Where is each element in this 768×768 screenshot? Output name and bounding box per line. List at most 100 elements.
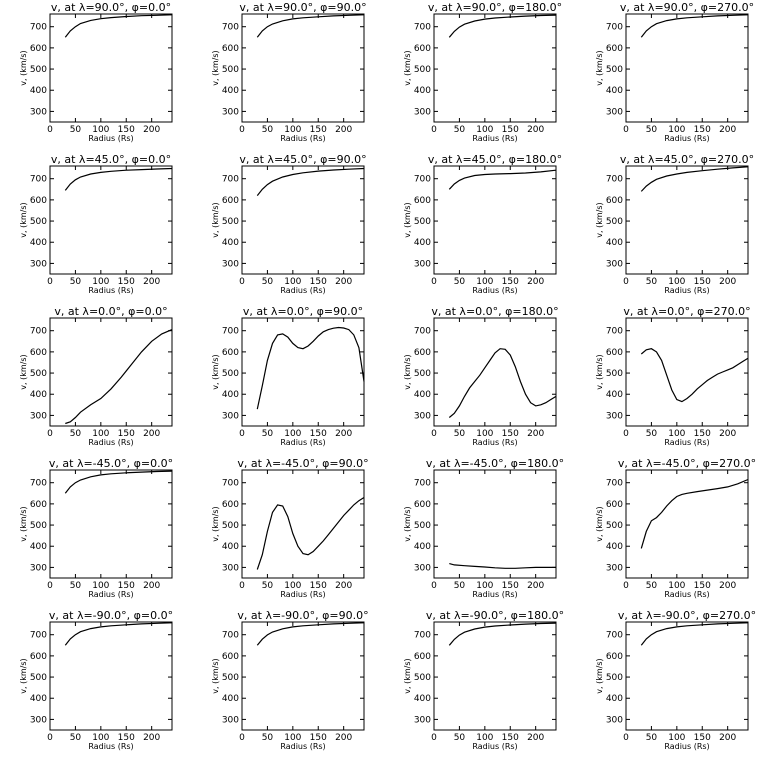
y-tick-label: 700 — [30, 175, 47, 185]
x-tick-label: 200 — [335, 125, 352, 135]
x-tick-label: 150 — [502, 125, 519, 135]
y-tick-label: 300 — [606, 563, 623, 573]
plot-frame — [433, 13, 557, 123]
x-tick-label: 0 — [239, 733, 245, 743]
x-tick-label: 50 — [262, 581, 274, 591]
y-tick-label: 500 — [414, 217, 431, 227]
series-line — [640, 14, 749, 38]
subplot-title: v, at λ=45.0°, φ=180.0° — [428, 153, 562, 166]
x-axis-label: Radius (Rs) — [472, 134, 517, 143]
plot-frame — [433, 165, 557, 275]
x-tick-label: 200 — [335, 429, 352, 439]
y-tick-label: 700 — [30, 327, 47, 337]
y-tick-label: 700 — [222, 175, 239, 185]
y-tick-label: 600 — [222, 500, 239, 510]
y-tick-label: 700 — [606, 175, 623, 185]
y-tick-label: 500 — [30, 65, 47, 75]
series-line — [256, 167, 365, 196]
x-tick-label: 150 — [118, 429, 135, 439]
y-axis-label: v, (km/s) — [19, 506, 28, 541]
y-tick-label: 300 — [414, 259, 431, 269]
y-axis-label: v, (km/s) — [595, 506, 604, 541]
y-axis-label: v, (km/s) — [403, 50, 412, 85]
x-tick-label: 0 — [47, 429, 53, 439]
y-tick-label: 700 — [222, 479, 239, 489]
x-tick-label: 150 — [502, 581, 519, 591]
subplot-title: v, at λ=-45.0°, φ=0.0° — [49, 457, 173, 470]
y-tick-label: 400 — [606, 238, 623, 248]
y-axis-label: v, (km/s) — [403, 506, 412, 541]
y-tick-label: 700 — [414, 175, 431, 185]
x-tick-label: 100 — [92, 429, 109, 439]
plot-frame — [241, 469, 365, 579]
y-tick-label: 500 — [606, 369, 623, 379]
subplot-title: v, at λ=-45.0°, φ=180.0° — [426, 457, 564, 470]
y-tick-label: 400 — [30, 542, 47, 552]
subplot-20: v, at λ=-90.0°, φ=270.0° 0 50 100 150 200 300 4… — [595, 609, 756, 751]
x-tick-label: 150 — [118, 733, 135, 743]
y-tick-label: 300 — [606, 715, 623, 725]
x-tick-label: 150 — [310, 429, 327, 439]
y-tick-label: 600 — [30, 652, 47, 662]
x-tick-label: 50 — [70, 733, 82, 743]
x-tick-label: 0 — [431, 277, 437, 287]
subplot-14: v, at λ=-45.0°, φ=90.0° 0 50 100 150 200 300 40… — [211, 457, 369, 599]
series-line — [64, 470, 173, 494]
subplot-17: v, at λ=-90.0°, φ=0.0° 0 50 100 150 200 300 400… — [19, 609, 173, 751]
x-tick-label: 0 — [431, 429, 437, 439]
x-tick-label: 100 — [284, 429, 301, 439]
x-tick-label: 50 — [454, 125, 466, 135]
x-tick-label: 100 — [476, 277, 493, 287]
x-axis-label: Radius (Rs) — [88, 438, 133, 447]
x-axis-label: Radius (Rs) — [472, 286, 517, 295]
y-tick-label: 600 — [222, 652, 239, 662]
y-tick-label: 700 — [222, 631, 239, 641]
y-axis-label: v, (km/s) — [19, 50, 28, 85]
y-tick-label: 700 — [222, 327, 239, 337]
y-tick-label: 500 — [606, 65, 623, 75]
subplot-2: v, at λ=90.0°, φ=90.0° 0 50 100 150 200 300 400… — [211, 1, 367, 143]
subplot-8: v, at λ=45.0°, φ=270.0° 0 50 100 150 200 300 40… — [595, 153, 754, 295]
plot-frame — [241, 13, 365, 123]
x-tick-label: 200 — [143, 581, 160, 591]
x-tick-label: 100 — [284, 125, 301, 135]
plot-frame — [49, 469, 173, 579]
x-axis-label: Radius (Rs) — [472, 438, 517, 447]
subplot-7: v, at λ=45.0°, φ=180.0° 0 50 100 150 200 300 40… — [403, 153, 562, 295]
x-axis-label: Radius (Rs) — [280, 134, 325, 143]
series-line — [448, 622, 557, 646]
x-tick-label: 50 — [454, 429, 466, 439]
x-tick-label: 200 — [527, 429, 544, 439]
x-tick-label: 50 — [262, 733, 274, 743]
y-tick-label: 600 — [606, 500, 623, 510]
x-tick-label: 150 — [118, 581, 135, 591]
plot-frame — [625, 469, 749, 579]
subplot-5: v, at λ=45.0°, φ=0.0° 0 50 100 150 200 300 400 5… — [19, 153, 173, 295]
y-tick-label: 300 — [30, 563, 47, 573]
series-line — [640, 478, 749, 549]
subplot-11: v, at λ=0.0°, φ=180.0° 0 50 100 150 200 300 400… — [403, 305, 559, 447]
subplot-title: v, at λ=-90.0°, φ=180.0° — [426, 609, 564, 622]
subplot-title: v, at λ=90.0°, φ=90.0° — [239, 1, 366, 14]
y-tick-label: 500 — [222, 673, 239, 683]
y-tick-label: 600 — [222, 44, 239, 54]
x-tick-label: 100 — [284, 277, 301, 287]
y-tick-label: 400 — [606, 694, 623, 704]
x-tick-label: 50 — [454, 733, 466, 743]
x-tick-label: 200 — [719, 429, 736, 439]
subplot-title: v, at λ=-45.0°, φ=270.0° — [618, 457, 756, 470]
subplot-title: v, at λ=-45.0°, φ=90.0° — [237, 457, 368, 470]
y-tick-label: 300 — [414, 411, 431, 421]
x-tick-label: 100 — [668, 125, 685, 135]
series-line — [256, 622, 365, 646]
y-tick-label: 600 — [30, 500, 47, 510]
x-tick-label: 100 — [476, 733, 493, 743]
plot-frame — [433, 317, 557, 427]
subplot-title: v, at λ=90.0°, φ=0.0° — [51, 1, 171, 14]
subplot-15: v, at λ=-45.0°, φ=180.0° 0 50 100 150 200 300 4… — [403, 457, 564, 599]
x-tick-label: 0 — [239, 429, 245, 439]
plot-frame — [241, 165, 365, 275]
y-tick-label: 300 — [222, 107, 239, 117]
y-tick-label: 300 — [222, 563, 239, 573]
subplot-title: v, at λ=-90.0°, φ=90.0° — [237, 609, 368, 622]
